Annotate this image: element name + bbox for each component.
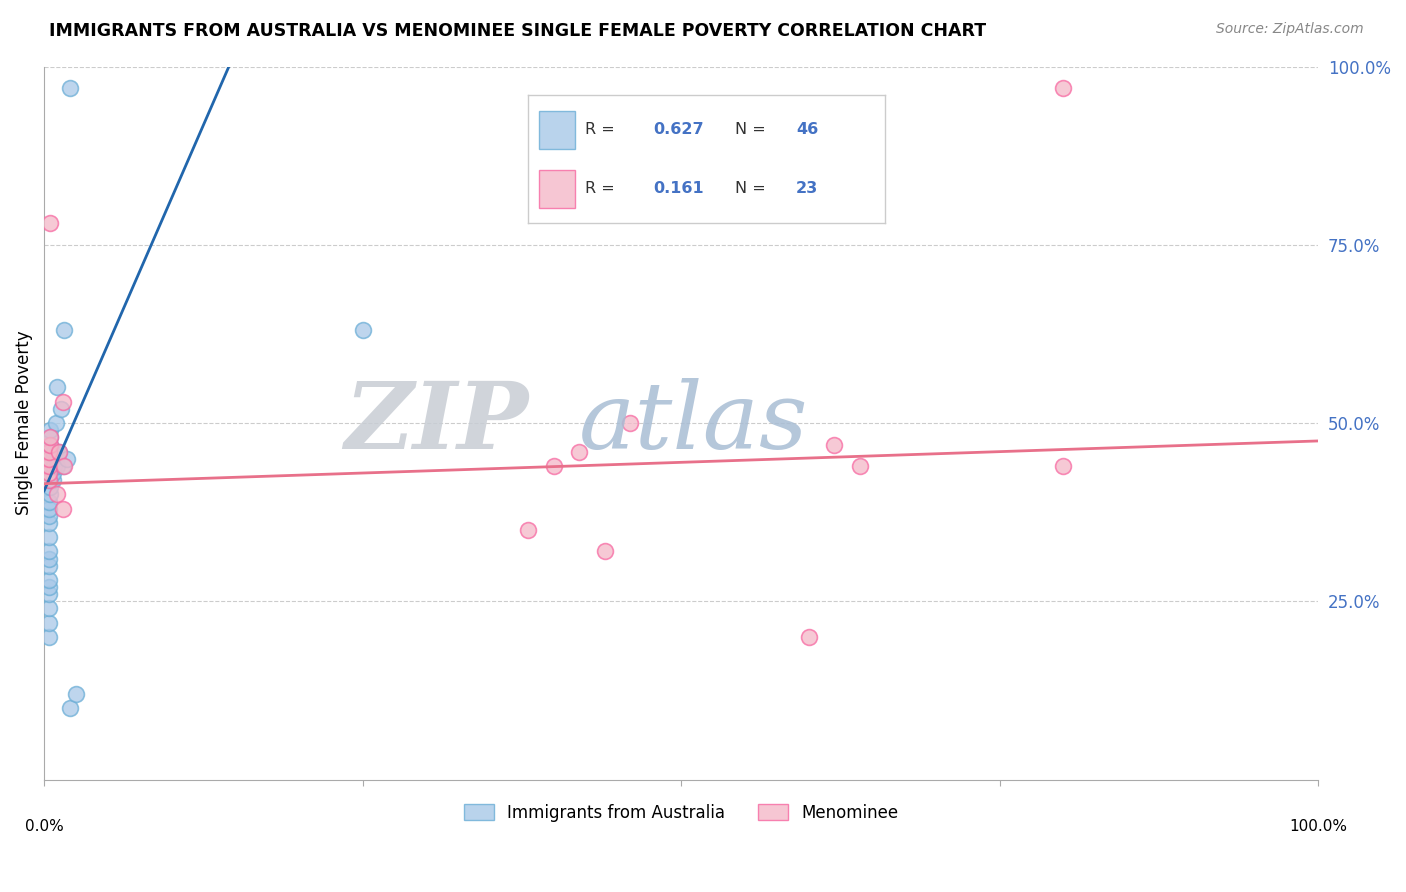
Point [517, 523, 540, 537]
Point [848, 458, 870, 473]
Point [543, 458, 565, 473]
Point [65, 687, 87, 701]
Point [38, 558, 60, 573]
Point [39, 217, 62, 231]
Point [52, 394, 75, 409]
Point [38, 444, 60, 458]
Text: IMMIGRANTS FROM AUSTRALIA VS MENOMINEE SINGLE FEMALE POVERTY CORRELATION CHART: IMMIGRANTS FROM AUSTRALIA VS MENOMINEE S… [49, 22, 987, 40]
Point [44, 458, 66, 473]
Text: 0.0%: 0.0% [25, 819, 63, 834]
Point [45, 451, 67, 466]
Point [42, 466, 65, 480]
Point [38, 494, 60, 508]
Point [48, 444, 70, 458]
Point [39, 444, 62, 458]
Point [39, 458, 62, 473]
Point [56, 451, 79, 466]
Point [49, 401, 72, 416]
Y-axis label: Single Female Poverty: Single Female Poverty [15, 331, 32, 516]
Point [38, 530, 60, 544]
Point [38, 508, 60, 523]
Point [44, 444, 66, 458]
Point [39, 423, 62, 437]
Point [45, 416, 67, 430]
Point [38, 630, 60, 644]
Point [58, 701, 80, 715]
Point [45, 487, 67, 501]
Point [823, 437, 845, 451]
Point [39, 466, 62, 480]
Point [619, 416, 641, 430]
Point [39, 430, 62, 444]
Point [1052, 458, 1074, 473]
Point [797, 630, 820, 644]
Point [53, 323, 76, 337]
Point [39, 451, 62, 466]
Point [352, 323, 374, 337]
Legend: Immigrants from Australia, Menominee: Immigrants from Australia, Menominee [457, 797, 905, 829]
Point [38, 615, 60, 630]
Point [38, 587, 60, 601]
Point [45, 444, 67, 458]
Point [52, 458, 75, 473]
Point [38, 551, 60, 566]
Point [58, 81, 80, 95]
Text: Source: ZipAtlas.com: Source: ZipAtlas.com [1216, 22, 1364, 37]
Point [38, 501, 60, 516]
Point [52, 501, 75, 516]
Point [568, 444, 591, 458]
Point [39, 430, 62, 444]
Point [38, 516, 60, 530]
Point [38, 458, 60, 473]
Point [39, 473, 62, 487]
Point [45, 380, 67, 394]
Point [39, 480, 62, 494]
Point [45, 458, 67, 473]
Text: ZIP: ZIP [344, 378, 529, 468]
Text: atlas: atlas [579, 378, 808, 468]
Point [38, 451, 60, 466]
Point [38, 573, 60, 587]
Point [38, 473, 60, 487]
Point [1052, 81, 1074, 95]
Point [38, 580, 60, 594]
Point [39, 437, 62, 451]
Point [42, 451, 65, 466]
Point [53, 458, 76, 473]
Text: 100.0%: 100.0% [1289, 819, 1347, 834]
Point [38, 544, 60, 558]
Point [593, 544, 616, 558]
Point [42, 473, 65, 487]
Point [39, 458, 62, 473]
Point [39, 444, 62, 458]
Point [39, 451, 62, 466]
Point [38, 466, 60, 480]
Point [38, 601, 60, 615]
Point [39, 487, 62, 501]
Point [48, 444, 70, 458]
Point [39, 437, 62, 451]
